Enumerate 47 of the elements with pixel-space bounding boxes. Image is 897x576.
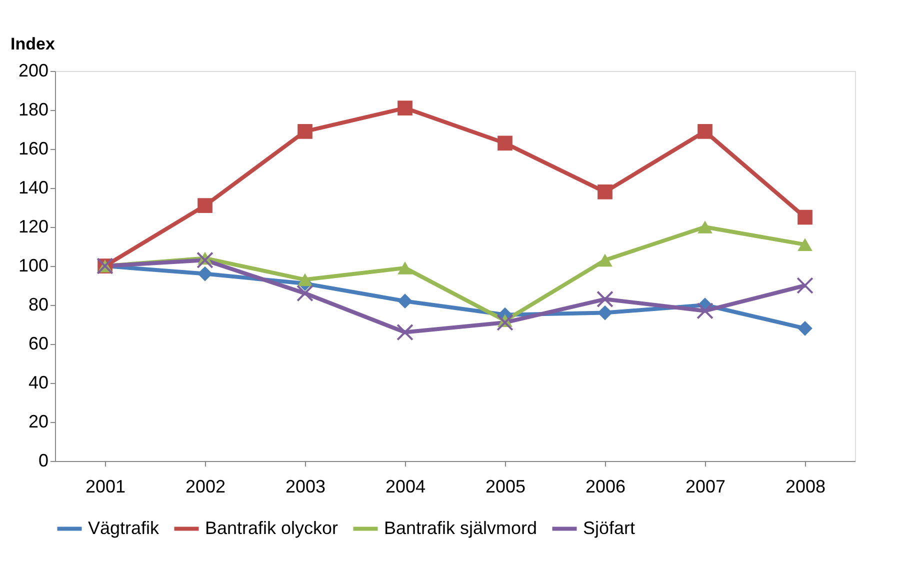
y-tick-label: 180 (18, 100, 48, 120)
x-tick-label: 2006 (585, 476, 626, 496)
y-tick-label: 60 (28, 334, 48, 354)
y-tick-label: 80 (28, 294, 48, 314)
y-axis-title: Index (10, 34, 56, 54)
point (198, 266, 212, 282)
point (798, 320, 812, 336)
point (698, 220, 712, 234)
x-tick-label: 2002 (185, 476, 226, 496)
point (296, 284, 314, 302)
point (798, 238, 812, 251)
x-tick-label: 2001 (85, 476, 126, 496)
y-tick-label: 120 (18, 216, 48, 236)
y-tick-label: 160 (18, 138, 48, 158)
legend-label: Vägtrafik (88, 518, 160, 538)
point (398, 100, 412, 116)
point (198, 198, 212, 213)
y-tick-label: 40 (28, 372, 48, 392)
x-tick-label: 2004 (385, 476, 426, 496)
point (298, 273, 312, 286)
point (396, 324, 414, 341)
x-tick-label: 2008 (785, 476, 826, 496)
point (398, 294, 412, 309)
point (696, 302, 714, 320)
legend-label: Bantrafik självmord (384, 518, 538, 538)
point (498, 136, 512, 151)
y-tick-label: 140 (18, 178, 48, 198)
point (798, 210, 812, 225)
point (598, 305, 612, 320)
point (598, 184, 612, 200)
point (496, 314, 514, 331)
point (398, 262, 412, 274)
x-tick-label: 2003 (285, 476, 326, 496)
point (196, 252, 214, 269)
x-tick-label: 2005 (485, 476, 526, 496)
point (596, 290, 614, 308)
point (796, 277, 814, 294)
y-tick-label: 20 (28, 412, 48, 432)
y-tick-label: 0 (38, 450, 48, 470)
y-tick-label: 100 (18, 256, 48, 276)
point (298, 124, 312, 139)
point (598, 254, 612, 267)
legend-label: Sjöfart (583, 518, 636, 538)
x-tick-label: 2007 (685, 476, 726, 496)
y-tick-label: 200 (18, 60, 48, 80)
point (698, 124, 712, 139)
legend-label: Bantrafik olyckor (205, 518, 338, 538)
